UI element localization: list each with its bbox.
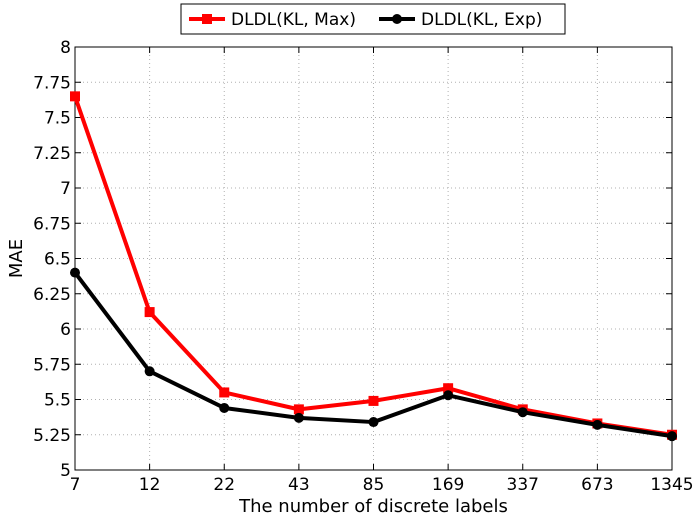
series-1 xyxy=(70,267,677,442)
x-tick-label: 1345 xyxy=(650,475,693,495)
legend-box xyxy=(180,3,566,35)
y-tick-label: 6.5 xyxy=(44,250,71,270)
y-tick-label: 6.25 xyxy=(33,285,71,305)
y-axis-label: MAE xyxy=(6,239,27,278)
x-tick-label: 12 xyxy=(139,475,161,495)
y-tick-label: 7.75 xyxy=(33,73,71,93)
data-point xyxy=(368,395,379,406)
x-tick-label: 43 xyxy=(288,475,310,495)
y-tick-label: 6 xyxy=(60,320,71,340)
data-point xyxy=(592,419,603,430)
legend-marker xyxy=(392,14,402,24)
y-tick-label: 5 xyxy=(60,461,71,481)
x-axis-label: The number of discrete labels xyxy=(238,496,508,517)
legend: DLDL(KL, Max) DLDL(KL, Exp) xyxy=(180,3,566,35)
plot-frame xyxy=(74,46,673,471)
legend-entry: DLDL(KL, Max) xyxy=(189,10,356,30)
series-group xyxy=(70,91,677,442)
legend-marker xyxy=(202,14,212,24)
y-tick-label: 6.75 xyxy=(33,214,71,234)
legend-label: DLDL(KL, Max) xyxy=(231,10,356,30)
legend-entry: DLDL(KL, Exp) xyxy=(379,10,542,30)
y-tick-label: 5.75 xyxy=(33,355,71,375)
data-point xyxy=(517,407,528,418)
grid-lines xyxy=(75,47,672,470)
data-point xyxy=(667,431,677,442)
y-tick-label: 5.5 xyxy=(44,391,71,411)
x-tick-label: 337 xyxy=(507,475,539,495)
data-point xyxy=(219,402,230,413)
data-point xyxy=(368,417,379,428)
x-tick-label: 7 xyxy=(70,475,81,495)
y-tick-label: 8 xyxy=(60,38,71,58)
legend-label: DLDL(KL, Exp) xyxy=(421,10,542,30)
data-point xyxy=(70,267,80,278)
y-tick-label: 7.5 xyxy=(44,109,71,129)
data-point xyxy=(70,91,80,102)
data-point xyxy=(293,412,304,423)
x-tick-label: 169 xyxy=(432,475,464,495)
data-point xyxy=(144,307,155,318)
x-tick-label: 673 xyxy=(581,475,613,495)
data-point xyxy=(443,390,454,401)
x-tick-label: 85 xyxy=(363,475,385,495)
data-point xyxy=(293,404,304,415)
y-tick-label: 5.25 xyxy=(33,426,71,446)
data-point xyxy=(144,366,155,377)
y-axis-ticks: 5 5.25 5.5 5.75 6 6.25 6.5 6.75 7 7.25 7.5 7.75 8 xyxy=(33,38,672,481)
data-point xyxy=(219,387,230,398)
y-tick-label: 7.25 xyxy=(33,144,71,164)
y-tick-label: 7 xyxy=(60,179,71,199)
data-point xyxy=(443,383,454,394)
x-tick-label: 22 xyxy=(213,475,235,495)
x-axis-ticks: 7 12 22 43 85 169 337 673 1345 xyxy=(70,47,694,495)
